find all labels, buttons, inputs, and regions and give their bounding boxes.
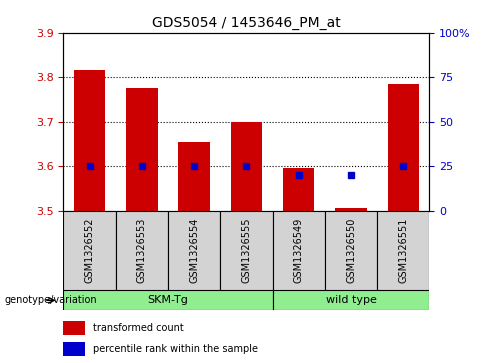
Text: GSM1326553: GSM1326553: [137, 218, 147, 283]
Bar: [63, 211, 116, 290]
Bar: [179, 142, 210, 211]
Bar: [168, 211, 220, 290]
Text: GSM1326554: GSM1326554: [189, 218, 199, 283]
Bar: [273, 290, 429, 310]
Bar: [231, 122, 262, 211]
Bar: [335, 208, 366, 211]
Text: percentile rank within the sample: percentile rank within the sample: [93, 344, 258, 354]
Title: GDS5054 / 1453646_PM_at: GDS5054 / 1453646_PM_at: [152, 16, 341, 30]
Text: transformed count: transformed count: [93, 323, 183, 333]
Text: GSM1326552: GSM1326552: [84, 218, 95, 283]
Text: GSM1326555: GSM1326555: [242, 218, 251, 283]
Text: genotype/variation: genotype/variation: [5, 295, 98, 305]
Text: GSM1326551: GSM1326551: [398, 218, 408, 283]
Bar: [63, 290, 273, 310]
Bar: [126, 88, 158, 211]
Bar: [220, 211, 273, 290]
Bar: [387, 84, 419, 211]
Text: GSM1326549: GSM1326549: [294, 218, 304, 283]
Bar: [63, 342, 85, 356]
Bar: [283, 168, 314, 211]
Bar: [116, 211, 168, 290]
Bar: [74, 70, 105, 211]
Text: GSM1326550: GSM1326550: [346, 218, 356, 283]
Text: SKM-Tg: SKM-Tg: [147, 295, 188, 305]
Bar: [63, 321, 85, 335]
Bar: [273, 211, 325, 290]
Bar: [325, 211, 377, 290]
Text: wild type: wild type: [325, 295, 376, 305]
Bar: [377, 211, 429, 290]
